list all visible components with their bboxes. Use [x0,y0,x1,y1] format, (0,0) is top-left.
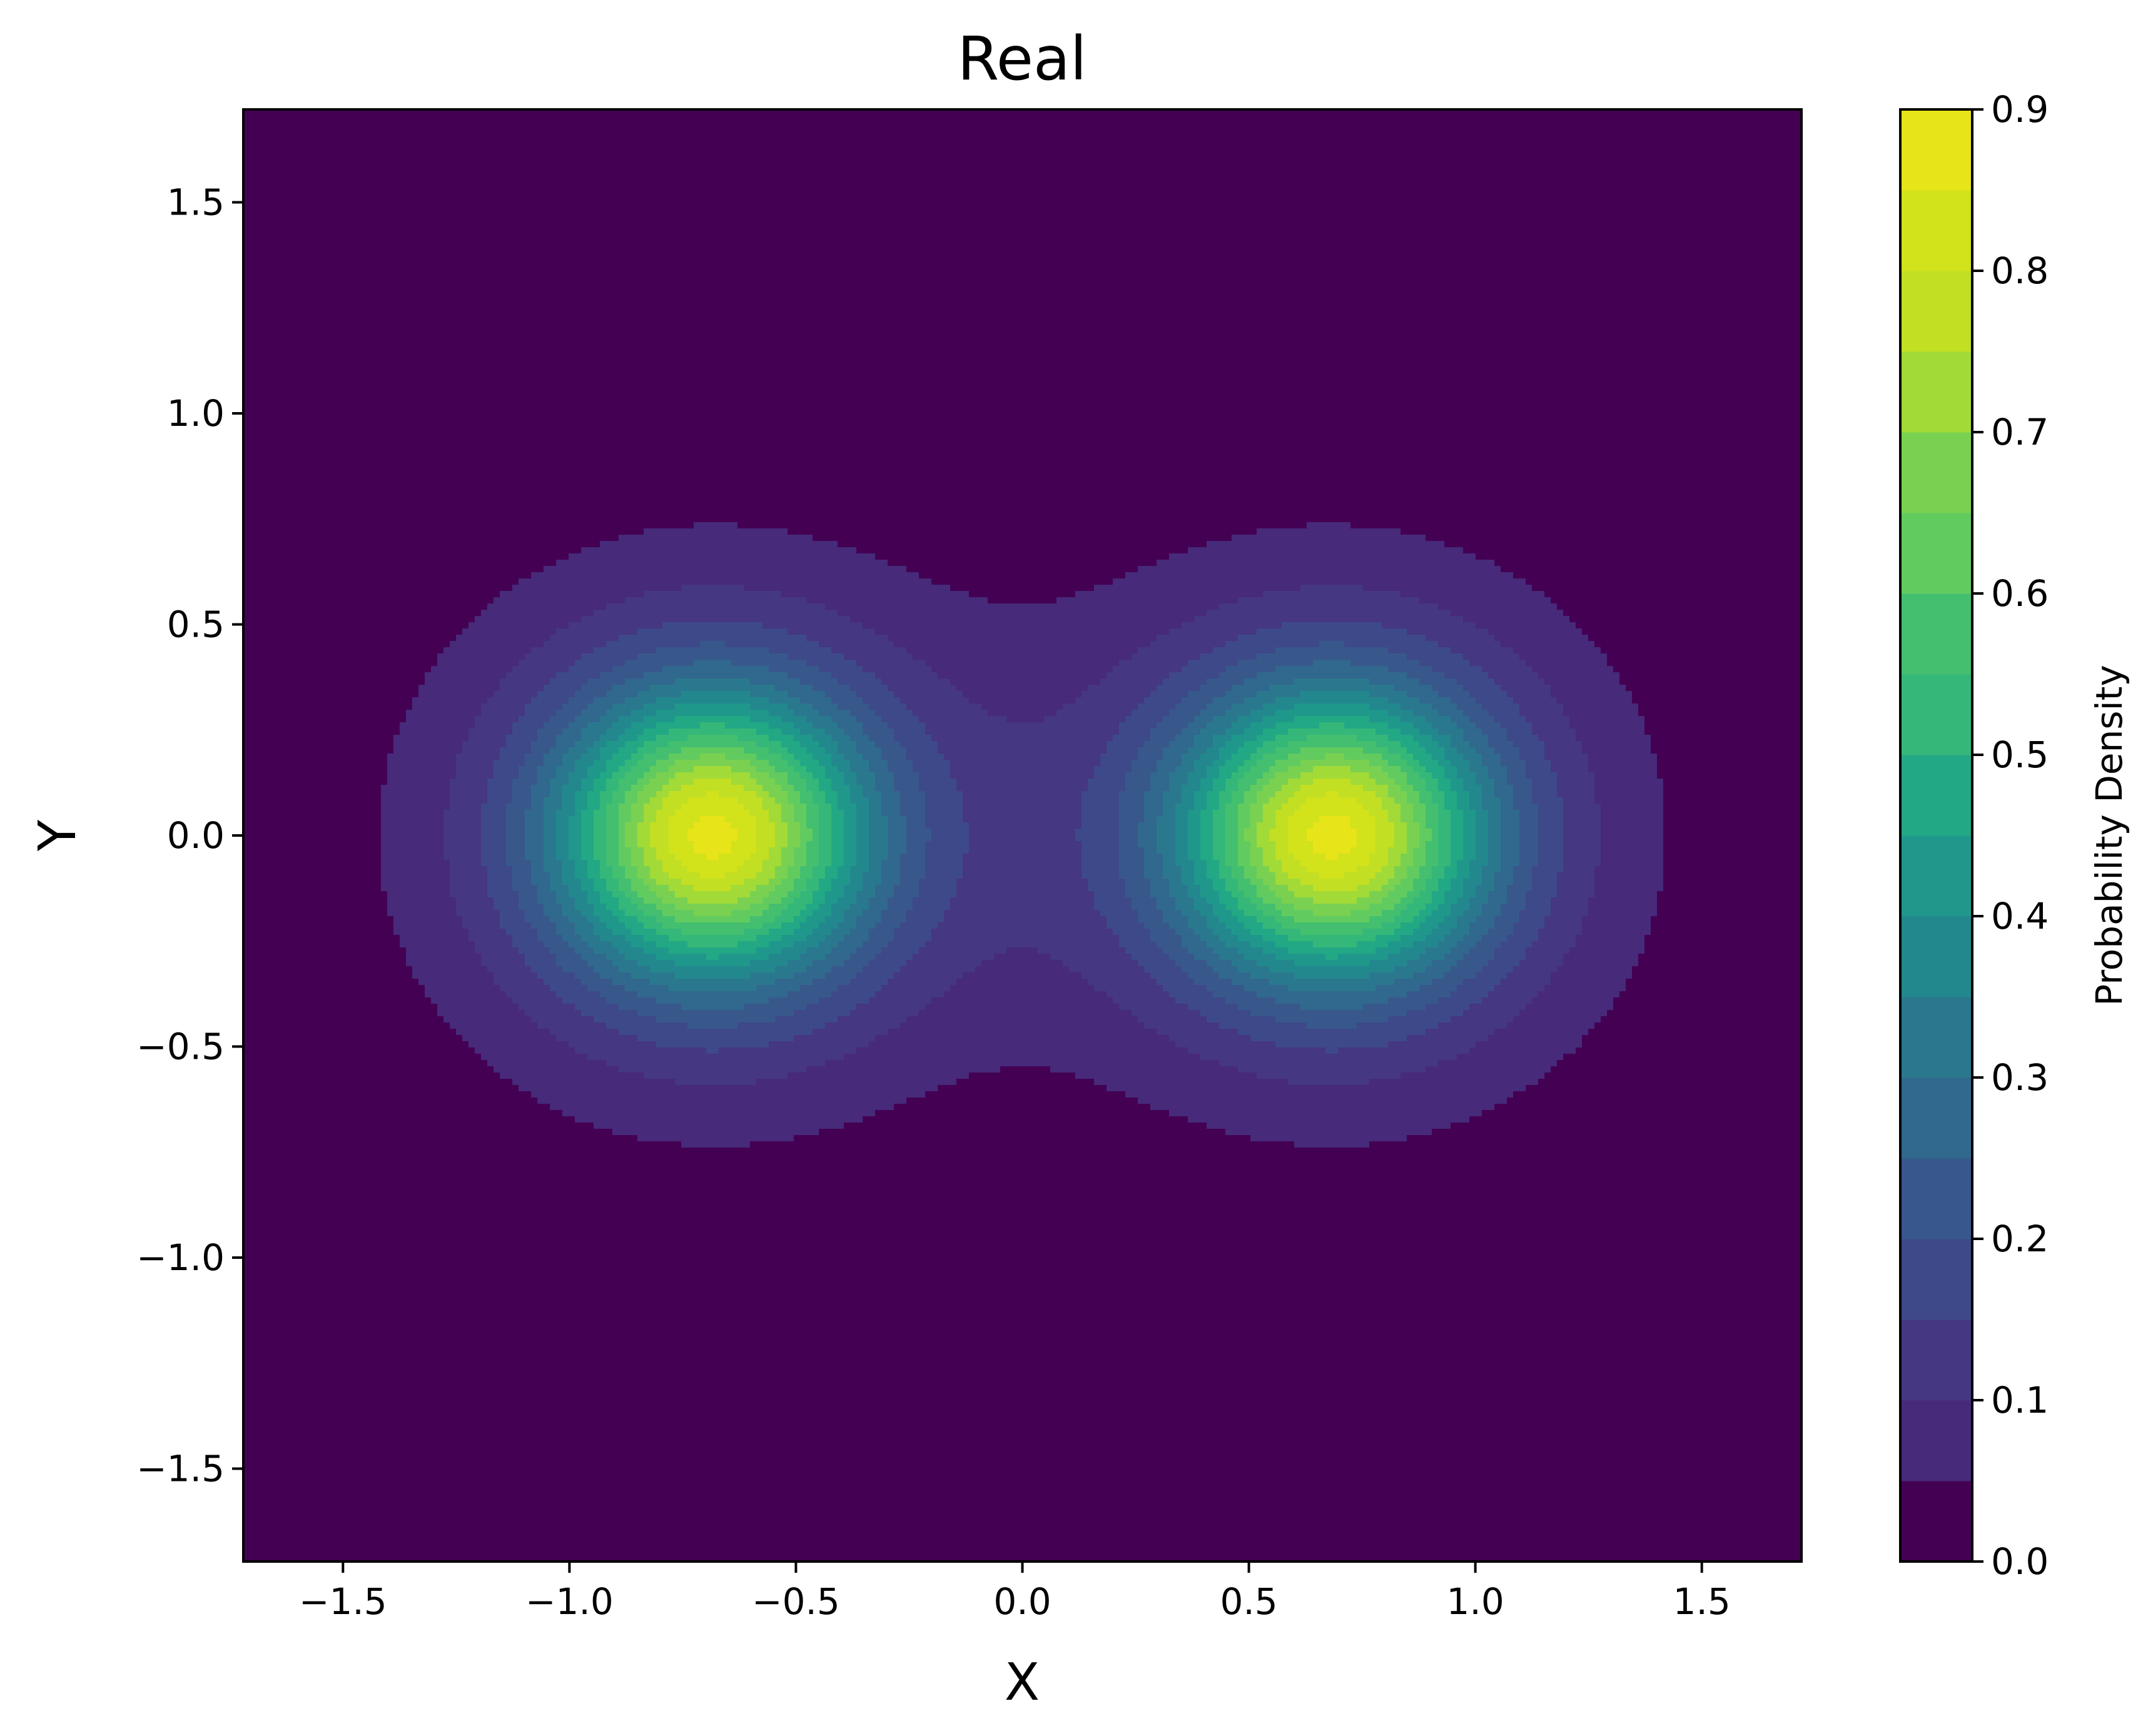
colorbar-band [1900,835,1972,917]
x-tick-label: −0.5 [752,1580,840,1623]
colorbar-band [1900,190,1972,271]
y-tick-label: −1.0 [136,1236,225,1279]
contour-level-2 [443,585,1601,1085]
colorbar-band [1900,593,1972,675]
colorbar-frame [1899,108,1973,1563]
y-tick-label: 0.5 [167,603,225,646]
colorbar-band [1900,1400,1972,1481]
x-tick-label: 0.0 [993,1580,1051,1623]
contour-level-15 [650,779,1394,891]
y-axis-label: Y [28,819,88,852]
x-tick-label: 0.5 [1220,1580,1277,1623]
colorbar-tick-label: 0.1 [1991,1379,2049,1421]
plot-area [242,108,1803,1563]
contour-level-10 [594,722,1451,947]
colorbar-tick-label: 0.3 [1991,1056,2049,1099]
y-tick-label: 0.0 [167,814,225,857]
y-tick-label: −1.5 [136,1448,225,1490]
colorbar-band [1900,916,1972,997]
colorbar-band [1900,1481,1972,1562]
colorbar-tick-label: 0.4 [1991,895,2049,937]
y-tick-label: 1.0 [167,392,225,435]
y-tick-label: −0.5 [136,1026,225,1068]
colorbar-tick-label: 0.7 [1991,411,2049,453]
colorbar-tick-label: 0.8 [1991,250,2049,292]
colorbar-band [1900,674,1972,755]
x-tick-label: 1.5 [1673,1580,1731,1623]
colorbar-band [1900,755,1972,836]
x-tick-label: 1.0 [1447,1580,1504,1623]
y-axis: −1.5 −1.0 −0.5 0.0 0.5 1.0 1.5 [136,181,243,1490]
contour-level-5 [525,660,1519,1010]
colorbar-tick-label: 0.0 [1991,1540,2049,1583]
colorbar-band [1900,351,1972,433]
x-tick-label: −1.0 [525,1580,614,1623]
x-axis: −1.5 −1.0 −0.5 0.0 0.5 1.0 1.5 [299,1562,1731,1623]
colorbar-band [1900,1239,1972,1320]
colorbar-band [1900,271,1972,352]
colorbar: 0.0 0.1 0.2 0.3 0.4 0.5 0.6 0.7 0.8 0.9 Probabili… [1899,88,2130,1583]
colorbar-band [1900,109,1972,191]
colorbar-band [1900,997,1972,1078]
colorbar-band [1900,432,1972,513]
colorbar-ticks: 0.0 0.1 0.2 0.3 0.4 0.5 0.6 0.7 0.8 0.9 [1972,88,2049,1583]
colorbar-bands [1900,109,1972,1562]
colorbar-tick-label: 0.9 [1991,88,2049,131]
colorbar-band [1900,1320,1972,1401]
contour-level-3 [481,622,1563,1054]
colorbar-band [1900,1158,1972,1239]
contour-level-4 [506,641,1538,1029]
colorbar-band [1900,513,1972,594]
x-axis-label: X [1005,1653,1040,1712]
colorbar-tick-label: 0.5 [1991,734,2049,776]
x-tick-label: −1.5 [299,1580,387,1623]
colorbar-tick-label: 0.2 [1991,1218,2049,1260]
colorbar-label: Probability Density [2088,665,2130,1006]
colorbar-tick-label: 0.6 [1991,572,2049,615]
colorbar-band [1900,1077,1972,1159]
contour-level-1 [381,522,1663,1148]
chart-title: Real [958,24,1087,94]
contour-fill-group [381,522,1663,1148]
y-tick-label: 1.5 [167,181,225,224]
